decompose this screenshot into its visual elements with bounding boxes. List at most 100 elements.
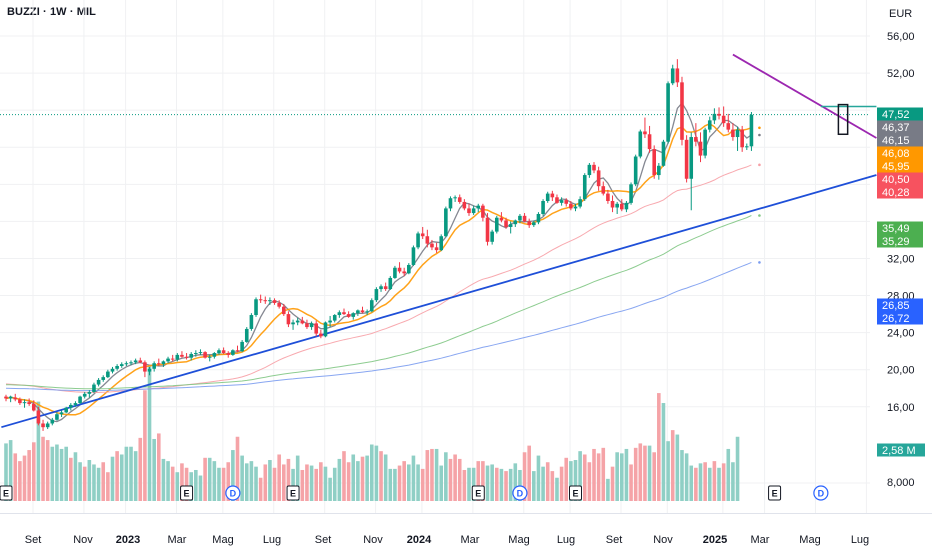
time-axis[interactable]: Set Nov 2023 Mar Mag Lug Set Nov 2024 Mar Mag Lug Se… xyxy=(25,534,869,546)
grid-lines xyxy=(0,0,932,514)
dividend-marker[interactable]: D xyxy=(225,485,241,501)
volume-bar xyxy=(36,401,41,501)
volume-bar xyxy=(254,466,258,501)
time-tick-label: 2023 xyxy=(116,534,140,546)
candle xyxy=(615,201,619,214)
ma-end-dot xyxy=(758,126,761,130)
candle xyxy=(337,310,342,318)
dividend-marker[interactable]: D xyxy=(512,485,528,501)
volume-bar xyxy=(402,461,406,501)
candle xyxy=(707,116,712,133)
volume-bar xyxy=(712,461,717,501)
candle-body xyxy=(619,203,624,210)
volume-bar xyxy=(731,462,735,501)
volume-bar xyxy=(286,458,291,501)
candle xyxy=(258,294,263,303)
volume-bar xyxy=(694,467,698,501)
candle-body xyxy=(721,115,726,124)
candle-body xyxy=(712,113,717,121)
volume-bar xyxy=(684,453,689,501)
candle-body xyxy=(184,356,189,358)
candle-body xyxy=(272,300,277,303)
earnings-marker[interactable]: E xyxy=(568,485,582,501)
volume-bar xyxy=(365,455,369,501)
candle-body xyxy=(180,354,184,357)
time-tick-label: Lug xyxy=(557,534,575,546)
time-tick-label: 2024 xyxy=(407,534,432,546)
candle xyxy=(50,417,55,426)
earnings-marker[interactable]: E xyxy=(286,485,300,501)
candle xyxy=(152,361,156,372)
candle-body xyxy=(657,165,661,176)
volume-bar xyxy=(536,455,541,501)
volume-bar xyxy=(92,464,96,501)
resistance-downtrend-line[interactable] xyxy=(732,53,877,139)
candle xyxy=(207,354,212,362)
volume-bar xyxy=(194,469,198,501)
volume-bar xyxy=(379,451,383,501)
candle-body xyxy=(263,300,268,302)
price-label: 35,49 xyxy=(877,221,923,235)
candle xyxy=(365,309,369,316)
candle-body xyxy=(203,352,207,358)
earnings-marker[interactable]: E xyxy=(471,485,485,501)
candle-body xyxy=(161,361,166,365)
earnings-label: E xyxy=(184,489,190,499)
candle-body xyxy=(434,247,439,251)
volume-bar xyxy=(541,466,545,501)
candle-body xyxy=(485,217,490,242)
candle-body xyxy=(152,363,156,369)
earnings-marker[interactable]: E xyxy=(768,485,782,501)
earnings-icon xyxy=(768,485,782,501)
support-uptrend-line[interactable] xyxy=(1,174,877,429)
volume-bar xyxy=(207,457,212,501)
candle xyxy=(670,64,675,86)
volume-bar xyxy=(504,471,508,501)
volume-bar xyxy=(680,450,684,501)
volume-bar xyxy=(124,446,129,501)
volume-bar xyxy=(78,462,82,501)
price-label-bg xyxy=(877,146,923,160)
dividend-marker[interactable]: D xyxy=(813,485,829,501)
candle xyxy=(522,213,527,223)
candle xyxy=(300,316,305,325)
volume-bar xyxy=(582,454,587,501)
price-label-bg xyxy=(877,185,923,199)
volume-bar xyxy=(619,453,624,501)
candle xyxy=(22,399,27,408)
volume-bar xyxy=(235,436,240,501)
currency-label[interactable]: EUR xyxy=(889,8,913,20)
candle xyxy=(499,212,504,223)
price-label-text: 46,37 xyxy=(882,122,910,134)
earnings-marker[interactable]: E xyxy=(0,485,13,501)
time-tick-label: Mar xyxy=(751,534,770,546)
volume-bar xyxy=(138,437,143,501)
volume-bar xyxy=(499,468,504,501)
volume-bar xyxy=(226,462,231,501)
candle-body xyxy=(244,328,249,342)
volume-bar xyxy=(425,450,430,501)
volume-bar xyxy=(420,468,425,501)
earnings-label: E xyxy=(572,489,578,499)
time-tick-label: Nov xyxy=(653,534,673,546)
candle xyxy=(481,203,485,222)
highlight-box[interactable] xyxy=(837,103,849,136)
candle-body xyxy=(383,286,388,290)
volume-bar xyxy=(249,461,254,501)
candle xyxy=(545,191,550,203)
earnings-marker[interactable]: E xyxy=(180,485,194,501)
volume-bar xyxy=(633,447,638,501)
volume-bar xyxy=(615,452,619,501)
earnings-label: E xyxy=(475,489,481,499)
volume-bar xyxy=(703,462,707,501)
candle-body xyxy=(684,139,689,179)
trendlines[interactable] xyxy=(0,53,877,429)
candle-body xyxy=(119,364,124,367)
candle-body xyxy=(444,208,448,237)
candle-body xyxy=(587,164,592,176)
volume-bar xyxy=(689,465,694,501)
candle-body xyxy=(300,320,305,324)
